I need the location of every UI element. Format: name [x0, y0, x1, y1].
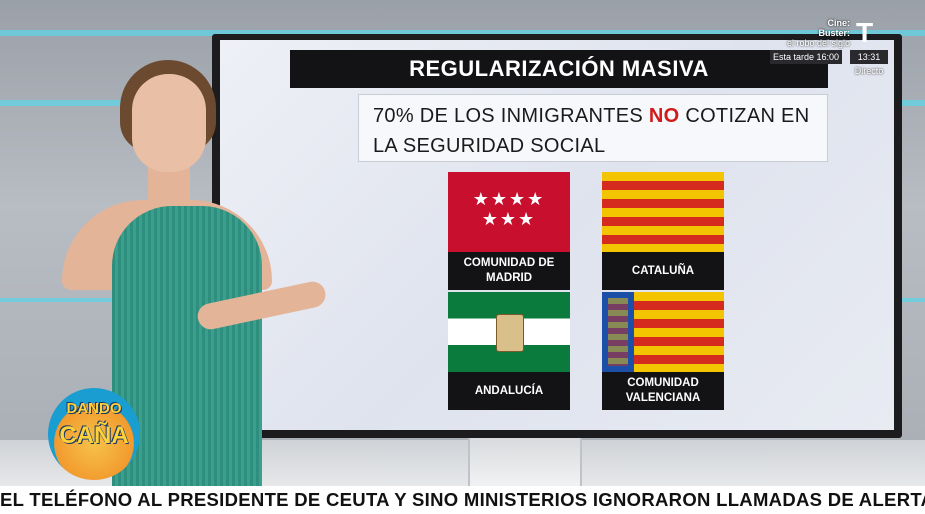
catalonia-flag-icon [602, 172, 724, 252]
graphic-title: REGULARIZACIÓN MASIVA [290, 50, 828, 88]
andalusia-flag-icon [448, 292, 570, 372]
presenter-face [132, 74, 206, 172]
live-indicator: Directo [854, 66, 884, 76]
show-logo-line2: CAÑA [59, 422, 129, 449]
graphic-headline: 70% DE LOS INMIGRANTES NO COTIZAN EN LA … [358, 94, 828, 162]
region-card-cataluna: CATALUÑA [602, 172, 724, 290]
valencia-crown-stripe [602, 292, 634, 372]
region-card-valenciana: COMUNIDAD VALENCIANA [602, 292, 724, 410]
region-label: CATALUÑA [631, 264, 695, 277]
promo-line1: Cine: [827, 18, 851, 28]
program-promo: Cine: Buster: el robo del siglo [770, 18, 850, 48]
screen-stand [468, 438, 582, 486]
headline-text-post: COTIZAN EN LA SEGURIDAD SOCIAL [373, 105, 810, 157]
valencia-flag-icon [602, 292, 724, 372]
headline-text-pre: 70% DE LOS INMIGRANTES [373, 105, 649, 127]
region-card-madrid: ★★★★ ★★★ COMUNIDAD DE MADRID [448, 172, 570, 290]
promo-time-badge: Esta tarde 16:00 [770, 50, 842, 64]
region-label: COMUNIDAD VALENCIANA [625, 377, 701, 404]
ticker-text: EL TELÉFONO AL PRESIDENTE DE CEUTA Y SIN… [0, 489, 925, 510]
stars-icon: ★★★★ ★★★ [472, 189, 546, 230]
news-ticker: EL TELÉFONO AL PRESIDENTE DE CEUTA Y SIN… [0, 486, 925, 514]
studio-light-stripe [0, 30, 925, 36]
madrid-flag-icon: ★★★★ ★★★ [448, 172, 570, 252]
region-card-andalucia: ANDALUCÍA [448, 292, 570, 410]
region-label: COMUNIDAD DE MADRID [463, 257, 555, 284]
channel-logo: T [856, 17, 874, 48]
headline-text-no: NO [648, 105, 680, 127]
show-logo-line1: DANDO [66, 400, 122, 417]
promo-line3: el robo del siglo [786, 38, 850, 48]
screen-graphic: REGULARIZACIÓN MASIVA 70% DE LOS INMIGRA… [220, 40, 894, 430]
show-logo: DANDO CAÑA [48, 388, 140, 480]
promo-line2: Buster: [818, 28, 850, 38]
coat-of-arms-icon [496, 314, 524, 352]
video-wall-screen: REGULARIZACIÓN MASIVA 70% DE LOS INMIGRA… [212, 34, 902, 438]
clock: 13:31 [850, 50, 888, 64]
region-label: ANDALUCÍA [474, 384, 544, 397]
